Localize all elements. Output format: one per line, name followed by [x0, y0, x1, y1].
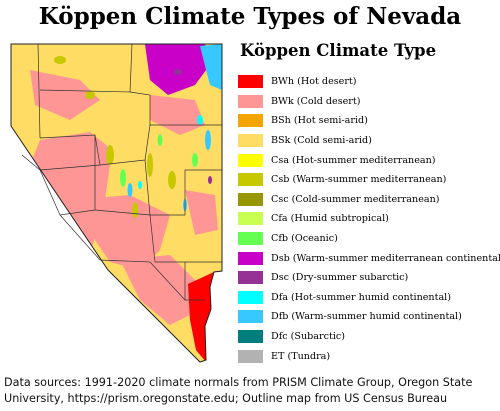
legend-item-bsk: BSk (Cold semi-arid)	[238, 131, 500, 151]
legend-item-dfa: Dfa (Hot-summer humid continental)	[238, 288, 500, 308]
legend-swatch	[238, 153, 263, 167]
cfb-patches	[120, 134, 198, 187]
legend-label: Dfb (Warm-summer humid continental)	[271, 311, 462, 323]
legend-item-bwk: BWk (Cold desert)	[238, 92, 500, 112]
dsc-patches	[174, 69, 212, 184]
state-outline	[10, 43, 223, 363]
legend-item-csa: Csa (Hot-summer mediterranean)	[238, 150, 500, 170]
legend: BWh (Hot desert) BWk (Cold desert) BSh (Ho…	[238, 72, 500, 366]
legend-item-cfb: Cfb (Oceanic)	[238, 229, 500, 249]
legend-label: BWk (Cold desert)	[271, 95, 361, 107]
legend-label: Csa (Hot-summer mediterranean)	[271, 154, 436, 166]
legend-item-csb: Csb (Warm-summer mediterranean)	[238, 170, 500, 190]
legend-item-bsh: BSh (Hot semi-arid)	[238, 111, 500, 131]
legend-title: Köppen Climate Type	[240, 41, 437, 60]
legend-label: Csc (Cold-summer mediterranean)	[271, 193, 440, 205]
dfa-patches	[138, 115, 203, 189]
legend-swatch	[238, 173, 263, 187]
legend-swatch	[238, 192, 263, 206]
legend-label: Dsc (Dry-summer subarctic)	[271, 272, 409, 284]
county-borders	[21, 43, 222, 301]
legend-swatch	[238, 251, 263, 265]
legend-label: Cfa (Humid subtropical)	[271, 213, 389, 225]
map-title: Köppen Climate Types of Nevada	[38, 3, 462, 30]
legend-label: Dsb (Warm-summer mediterranean continent…	[271, 252, 500, 264]
legend-swatch	[238, 114, 263, 128]
legend-item-dsb: Dsb (Warm-summer mediterranean continent…	[238, 248, 500, 268]
legend-item-csc: Csc (Cold-summer mediterranean)	[238, 190, 500, 210]
legend-label: Cfb (Oceanic)	[271, 233, 338, 245]
bwk-region-south	[120, 255, 195, 325]
legend-label: BSh (Hot semi-arid)	[271, 115, 368, 127]
legend-swatch	[238, 212, 263, 226]
data-source-note: Data sources: 1991-2020 climate normals …	[4, 376, 473, 405]
bwk-region-east	[185, 190, 218, 235]
legend-swatch	[238, 310, 263, 324]
legend-label: BSk (Cold semi-arid)	[271, 135, 372, 147]
legend-swatch	[238, 134, 263, 148]
legend-label: Dfc (Subarctic)	[271, 331, 346, 343]
legend-swatch	[238, 271, 263, 285]
legend-item-dsc: Dsc (Dry-summer subarctic)	[238, 268, 500, 288]
legend-label: Csb (Warm-summer mediterranean)	[271, 174, 447, 186]
legend-item-dfb: Dfb (Warm-summer humid continental)	[238, 307, 500, 327]
legend-swatch	[238, 290, 263, 304]
legend-item-et: ET (Tundra)	[238, 346, 500, 366]
bwk-region-central	[72, 195, 170, 270]
legend-label: Dfa (Hot-summer humid continental)	[271, 291, 451, 303]
legend-swatch	[238, 75, 263, 89]
legend-swatch	[238, 349, 263, 363]
legend-swatch	[238, 232, 263, 246]
legend-swatch	[238, 94, 263, 108]
legend-swatch	[238, 330, 263, 344]
legend-label: BWh (Hot desert)	[271, 76, 357, 88]
dfb-region-northeast	[200, 44, 222, 90]
legend-item-bwh: BWh (Hot desert)	[238, 72, 500, 92]
csb-patches	[54, 56, 176, 218]
legend-label: ET (Tundra)	[271, 350, 331, 362]
legend-item-cfa: Cfa (Humid subtropical)	[238, 209, 500, 229]
bwk-region-north	[30, 70, 100, 120]
legend-item-dfc: Dfc (Subarctic)	[238, 327, 500, 347]
